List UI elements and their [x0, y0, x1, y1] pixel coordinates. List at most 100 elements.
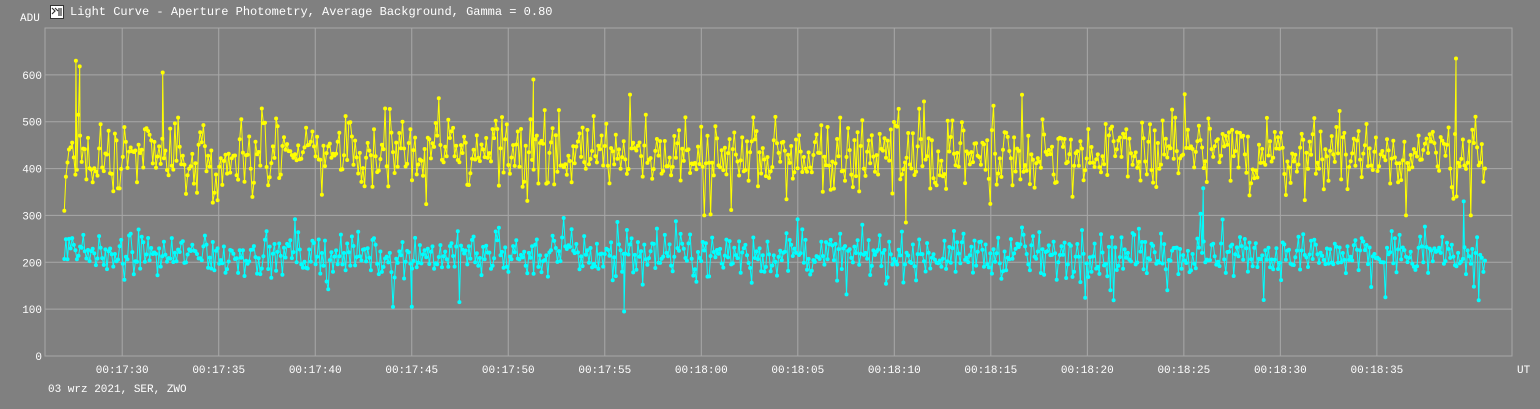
data-point — [733, 253, 738, 258]
data-point — [770, 263, 775, 268]
data-point — [806, 256, 811, 261]
data-point — [745, 253, 749, 258]
data-point — [863, 250, 868, 255]
data-point — [1193, 266, 1198, 271]
data-point — [1247, 193, 1252, 198]
data-point — [574, 242, 579, 246]
data-point — [1114, 147, 1119, 152]
data-point — [737, 239, 742, 244]
data-point — [880, 148, 885, 153]
data-point — [945, 259, 950, 264]
data-point — [697, 162, 702, 166]
data-point — [331, 269, 335, 274]
data-point — [1219, 153, 1224, 158]
data-point — [471, 234, 476, 239]
data-point — [1184, 261, 1189, 265]
data-point — [967, 253, 972, 258]
data-point — [694, 167, 699, 172]
data-point — [688, 232, 693, 237]
data-point — [1307, 139, 1312, 144]
data-point — [1413, 150, 1418, 155]
data-point — [763, 174, 768, 179]
data-point — [1231, 274, 1236, 278]
data-point — [191, 181, 196, 186]
data-point — [670, 269, 675, 274]
data-point — [484, 136, 489, 140]
data-point — [210, 240, 215, 244]
data-point — [865, 256, 870, 261]
data-point — [708, 254, 713, 258]
data-point — [1208, 126, 1212, 131]
data-point — [329, 155, 334, 160]
data-point — [835, 278, 840, 283]
data-point — [582, 160, 587, 165]
data-point — [138, 151, 143, 155]
data-point — [446, 117, 451, 122]
data-point — [482, 257, 487, 262]
data-point — [795, 166, 800, 171]
data-point — [1483, 166, 1487, 171]
data-point — [308, 139, 313, 144]
data-point — [1355, 138, 1359, 143]
data-point — [1089, 269, 1094, 274]
data-point — [74, 167, 79, 172]
data-point — [296, 230, 301, 235]
data-point — [814, 132, 819, 137]
data-point — [526, 150, 531, 155]
data-point — [662, 139, 667, 143]
data-point — [653, 266, 658, 270]
data-point — [166, 173, 171, 178]
data-point — [1283, 257, 1288, 262]
data-point — [1389, 156, 1394, 161]
data-point — [768, 269, 773, 274]
data-point — [406, 141, 411, 145]
data-point — [1359, 236, 1364, 241]
data-point — [956, 251, 961, 256]
data-point — [1004, 268, 1009, 273]
data-point — [730, 261, 735, 266]
data-point — [397, 131, 402, 135]
data-point — [131, 272, 136, 277]
data-point — [149, 246, 154, 250]
data-point — [743, 242, 748, 247]
data-point — [100, 256, 105, 261]
data-point — [895, 262, 900, 267]
x-tick-label: 00:18:30 — [1254, 365, 1307, 377]
y-tick-label: 400 — [22, 165, 42, 177]
data-point — [1020, 225, 1024, 230]
data-point — [978, 162, 983, 167]
data-point — [552, 182, 557, 187]
data-point — [282, 135, 286, 140]
data-point — [1211, 154, 1216, 159]
data-point — [555, 259, 560, 264]
data-point — [1404, 254, 1408, 259]
data-point — [904, 155, 909, 160]
data-point — [778, 159, 783, 164]
data-point — [408, 127, 413, 132]
data-point — [147, 132, 152, 137]
data-point — [501, 170, 506, 175]
data-point — [939, 264, 944, 269]
data-point — [575, 250, 580, 255]
data-point — [240, 248, 245, 253]
data-point — [342, 251, 346, 255]
data-point — [626, 167, 631, 171]
data-point — [1027, 182, 1032, 187]
data-point — [373, 154, 378, 159]
data-point — [1247, 240, 1252, 245]
data-point — [1181, 253, 1186, 258]
data-point — [310, 129, 315, 134]
data-point — [319, 251, 324, 255]
data-point — [413, 135, 418, 140]
data-point — [806, 150, 811, 155]
data-point — [1457, 164, 1462, 169]
data-point — [1222, 144, 1227, 149]
data-point — [525, 271, 530, 276]
data-point — [1290, 151, 1295, 156]
data-point — [1234, 245, 1239, 250]
data-point — [253, 255, 258, 260]
data-point — [498, 253, 503, 258]
data-point — [1459, 156, 1464, 161]
data-point — [1296, 162, 1301, 167]
